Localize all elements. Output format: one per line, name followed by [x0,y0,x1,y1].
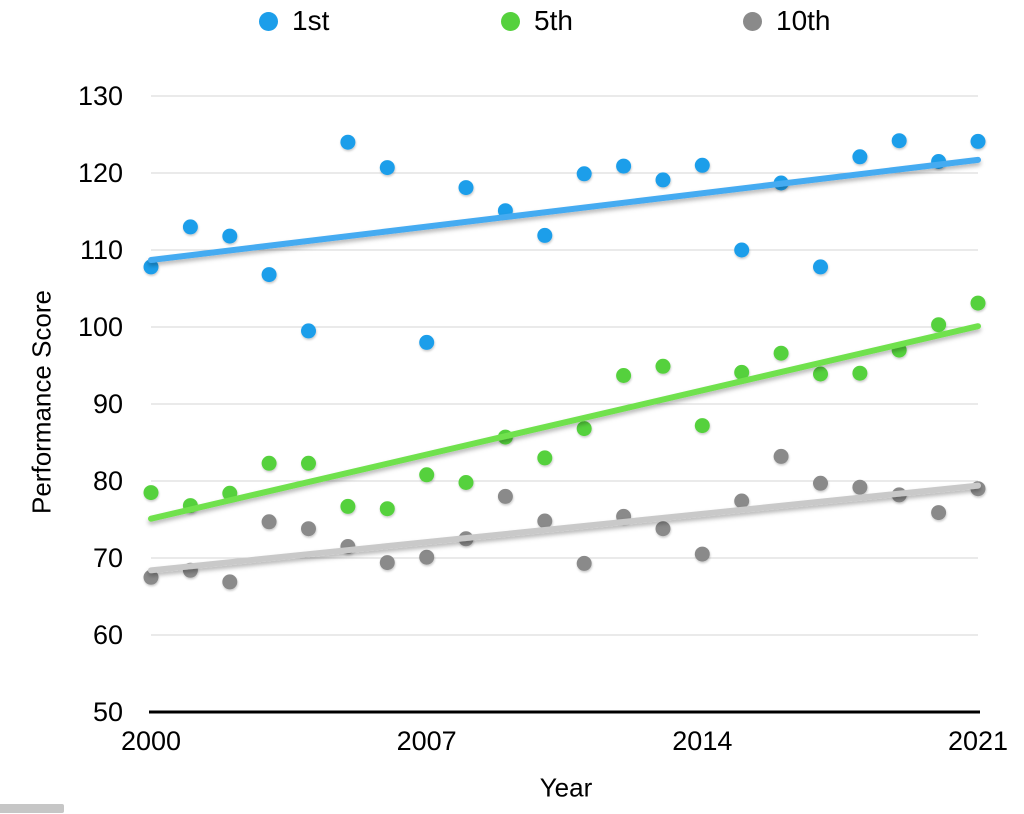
x-tick-label-2000: 2000 [120,726,182,756]
data-point-1st-2005 [340,134,356,150]
data-point-5th-2016 [773,345,789,361]
y-tick-label-120: 120 [77,158,123,188]
data-point-1st-2000 [143,259,159,275]
data-point-5th-2012 [616,368,632,383]
data-point-1st-2010 [537,227,553,243]
legend-item-5th: 5th [501,4,573,38]
data-point-10th-2002 [222,574,238,590]
data-point-5th-2004 [301,455,316,471]
data-point-5th-2017 [813,366,828,382]
y-tick-label-110: 110 [79,235,123,265]
data-point-1st-2011 [576,166,592,182]
y-tick-label-80: 80 [92,466,123,496]
y-tick-label-100: 100 [77,312,123,342]
legend-label-5th: 5th [534,5,573,36]
data-point-1st-2012 [616,158,632,174]
data-point-5th-2011 [576,421,592,437]
data-point-5th-2021 [970,295,986,311]
y-tick-label-130: 130 [77,81,123,111]
data-point-1st-2008 [458,180,474,196]
legend-dot-10th-icon [743,11,762,31]
data-point-1st-2015 [734,242,750,258]
data-point-10th-2017 [813,475,828,491]
trendline-10th [148,482,981,574]
data-point-5th-2008 [458,475,474,490]
data-point-10th-2010 [537,513,553,529]
data-point-1st-2003 [261,267,277,283]
legend-item-1st: 1st [259,4,329,38]
data-point-1st-2019 [891,133,907,149]
data-point-5th-2010 [537,450,553,466]
y-axis-title: Performance Score [26,290,57,514]
y-tick-label-90: 90 [92,389,123,419]
data-point-10th-2013 [655,521,671,537]
data-point-1st-2017 [813,259,828,275]
data-point-10th-2011 [576,555,592,571]
data-point-10th-2014 [694,546,710,562]
data-point-1st-2021 [970,133,986,149]
y-tick-label-70: 70 [92,543,123,573]
data-point-1st-2001 [182,219,198,235]
data-point-10th-2000 [143,569,159,585]
data-point-10th-2020 [931,505,947,521]
data-point-10th-2004 [301,521,316,537]
data-point-10th-2006 [379,555,395,571]
data-point-5th-2007 [419,467,435,483]
data-point-5th-2020 [931,317,947,333]
trendline-5th [148,323,981,522]
y-tick-label-50: 50 [92,697,123,727]
x-axis-title: Year [539,772,593,803]
y-tick-label-60: 60 [92,620,123,650]
data-point-5th-2013 [655,358,671,374]
legend-label-1st: 1st [292,5,330,36]
scrollbar-fragment[interactable] [0,804,64,813]
chart-legend: 1st 5th 10th [0,0,1024,44]
trendline-1st [148,156,981,263]
x-tick-label-2021: 2021 [947,726,1009,756]
data-point-5th-2003 [261,455,277,471]
data-point-10th-2018 [852,479,868,495]
data-point-1st-2006 [379,160,395,176]
data-point-10th-2009 [497,488,513,504]
data-point-10th-2016 [773,448,789,464]
legend-dot-1st-icon [259,11,278,31]
data-point-1st-2018 [852,149,868,165]
data-point-5th-2018 [852,365,868,381]
data-point-1st-2014 [694,157,710,173]
data-point-5th-2005 [340,498,356,514]
data-point-10th-2003 [261,514,277,530]
x-tick-label-2014: 2014 [672,726,733,756]
legend-item-10th: 10th [743,4,831,38]
data-point-1st-2002 [222,228,238,244]
data-point-5th-2014 [694,418,710,434]
legend-dot-5th-icon [501,11,520,31]
data-point-1st-2013 [655,172,671,188]
legend-label-10th: 10th [776,5,831,36]
x-tick-label-2007: 2007 [396,726,457,756]
data-point-1st-2007 [419,334,435,350]
data-point-10th-2015 [734,493,750,509]
data-point-5th-2015 [734,364,750,380]
data-point-5th-2000 [143,485,159,501]
data-point-1st-2004 [301,323,316,339]
data-point-5th-2006 [379,501,395,517]
data-point-10th-2007 [419,549,435,565]
